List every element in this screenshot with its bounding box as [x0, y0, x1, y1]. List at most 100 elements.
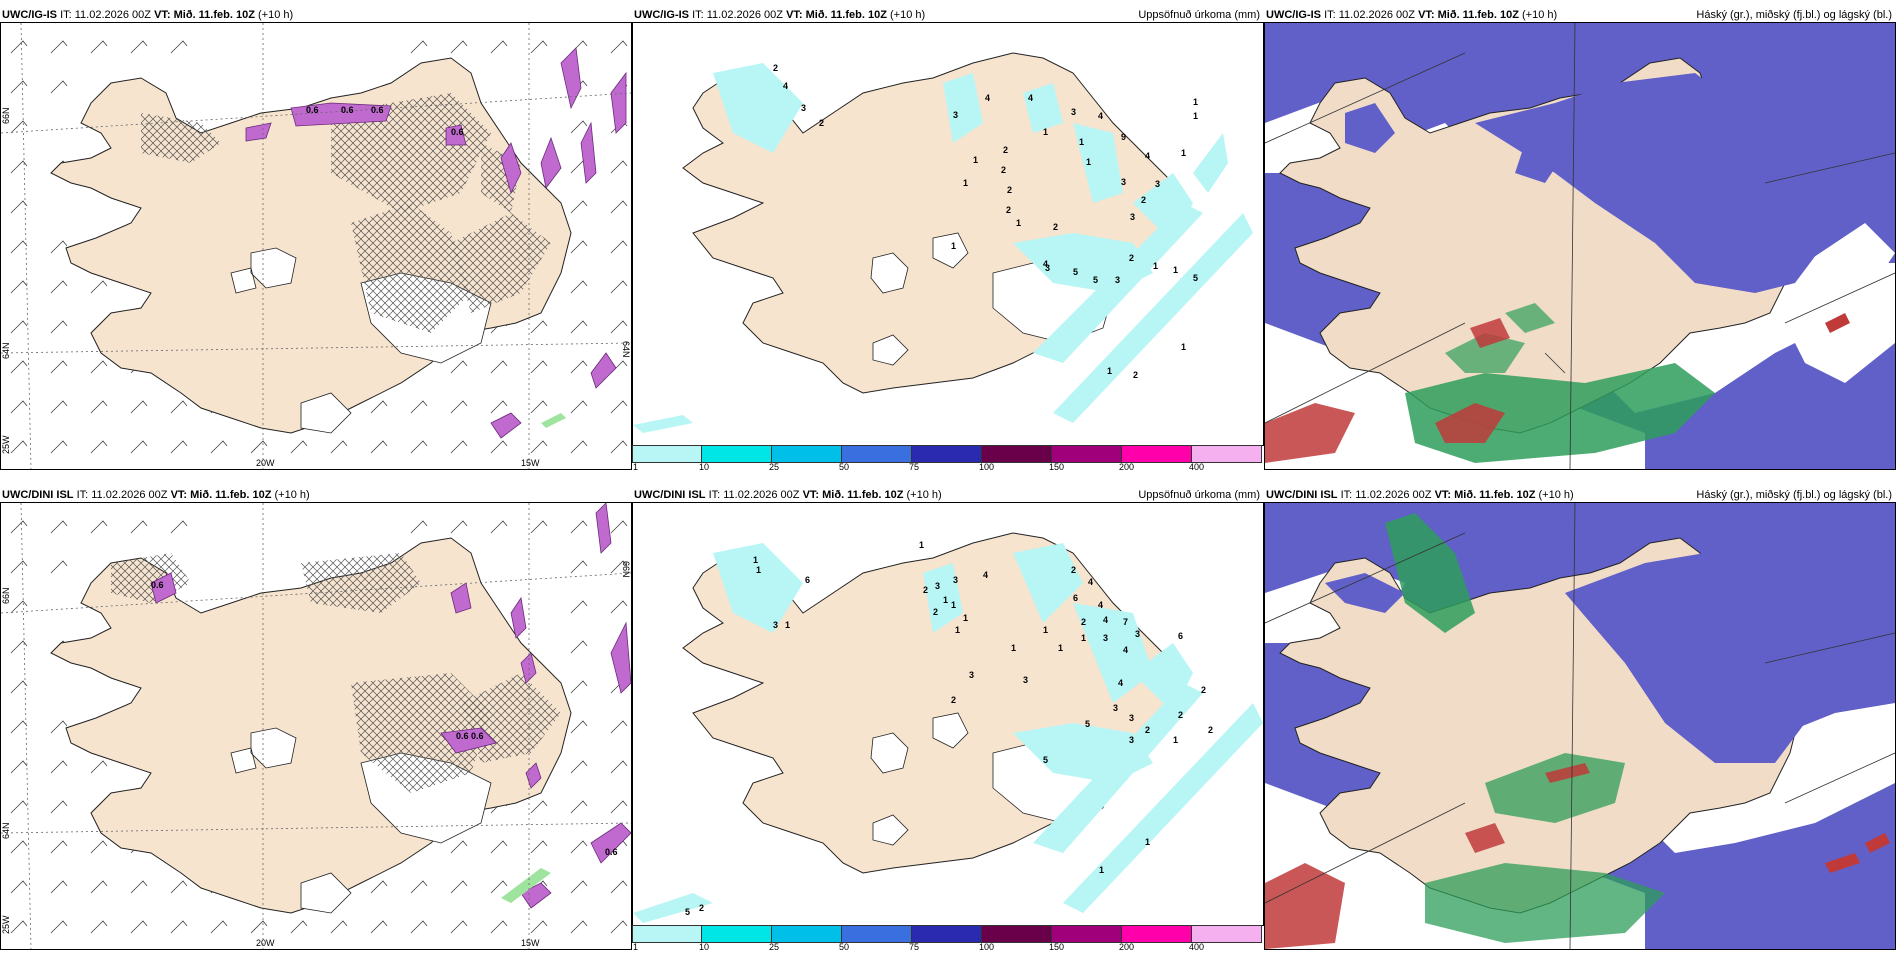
precip-map: 2 4 3 2 3 4 4 3 1 4 9 1 4 1 1 1 2 2 2 1 [632, 22, 1264, 446]
panel-header: UWC/DINI ISL IT: 11.02.2026 00Z VT: Mið.… [634, 489, 942, 501]
svg-text:4: 4 [1098, 600, 1103, 610]
svg-text:3: 3 [1135, 629, 1140, 639]
svg-text:3: 3 [953, 575, 958, 585]
lat-label: 25W [1, 915, 11, 934]
cloud-map [1264, 502, 1896, 950]
contour-label: 0.6 [151, 580, 164, 590]
colorbar-label: 150 [1049, 942, 1065, 952]
colorbar-swatch [702, 445, 772, 463]
colorbar-label: 50 [839, 462, 850, 472]
cloud-title: Háský (gr.), miðský (fj.bl.) og lágský (… [1696, 489, 1892, 501]
svg-text:1: 1 [1193, 97, 1198, 107]
svg-text:1: 1 [1086, 157, 1091, 167]
svg-text:3: 3 [1045, 263, 1050, 273]
colorbar-label: 400 [1189, 942, 1205, 952]
svg-text:1: 1 [973, 155, 978, 165]
panel-precip-bottom: UWC/DINI ISL IT: 11.02.2026 00Z VT: Mið.… [632, 488, 1264, 958]
panel-header: UWC/IG-IS IT: 11.02.2026 00Z VT: Mið. 11… [634, 9, 926, 21]
svg-text:2: 2 [1081, 617, 1086, 627]
svg-text:3: 3 [1113, 703, 1118, 713]
svg-text:1: 1 [943, 595, 948, 605]
lat-label: 66N [1, 587, 11, 604]
colorbar-swatch [772, 445, 842, 463]
panel-cloud-top: UWC/IG-IS IT: 11.02.2026 00Z VT: Mið. 11… [1264, 8, 1896, 478]
panel-precip-top: UWC/IG-IS IT: 11.02.2026 00Z VT: Mið. 11… [632, 8, 1264, 478]
svg-text:5: 5 [1085, 719, 1090, 729]
colorbar-swatch [632, 925, 702, 943]
svg-text:1: 1 [919, 540, 924, 550]
colorbar-label: 25 [769, 462, 780, 472]
svg-text:2: 2 [1001, 165, 1006, 175]
contour-label: 0.6 [605, 847, 618, 857]
colorbar-swatch [1122, 445, 1192, 463]
wind-map: 20W 15W 66N 64N 25W 64N 0.6 0.6 0.6 0.6 [0, 22, 632, 470]
colorbar-swatch [982, 445, 1052, 463]
panel-wind-top: UWC/IG-IS IT: 11.02.2026 00Z VT: Mið. 11… [0, 8, 632, 478]
colorbar-swatch [1192, 925, 1262, 943]
svg-text:1: 1 [955, 625, 960, 635]
svg-text:3: 3 [953, 110, 958, 120]
colorbar-label: 100 [979, 942, 995, 952]
colorbar-swatch [702, 925, 772, 943]
svg-text:1: 1 [1193, 111, 1198, 121]
svg-text:5: 5 [1043, 755, 1048, 765]
lat-label: 66N [621, 561, 631, 578]
svg-text:3: 3 [1071, 107, 1076, 117]
svg-text:2: 2 [699, 903, 704, 913]
svg-text:3: 3 [1130, 212, 1135, 222]
svg-text:1: 1 [1081, 633, 1086, 643]
svg-text:5: 5 [1193, 273, 1198, 283]
svg-text:5: 5 [1073, 267, 1078, 277]
svg-text:2: 2 [951, 695, 956, 705]
svg-text:4: 4 [783, 81, 788, 91]
svg-text:1: 1 [1181, 148, 1186, 158]
precip-title: Uppsöfnuð úrkoma (mm) [1138, 489, 1260, 501]
colorbar-swatch [632, 445, 702, 463]
colorbar-label: 10 [699, 942, 710, 952]
svg-text:2: 2 [1007, 185, 1012, 195]
svg-text:1: 1 [1058, 643, 1063, 653]
cloud-mid-low [1265, 513, 1890, 949]
svg-text:1: 1 [1043, 127, 1048, 137]
cloud-mid-low [1265, 303, 1850, 463]
svg-text:2: 2 [1129, 253, 1134, 263]
svg-text:2: 2 [1133, 370, 1138, 380]
svg-text:1: 1 [1181, 342, 1186, 352]
colorbar-label: 25 [769, 942, 780, 952]
svg-text:2: 2 [1006, 205, 1011, 215]
svg-text:4: 4 [983, 570, 988, 580]
svg-text:3: 3 [1103, 633, 1108, 643]
svg-text:1: 1 [1107, 366, 1112, 376]
cloud-title: Háský (gr.), miðský (fj.bl.) og lágský (… [1696, 9, 1892, 21]
contour-label: 0.6 [456, 731, 469, 741]
svg-text:3: 3 [1129, 735, 1134, 745]
contour-label: 0.6 [341, 105, 354, 115]
svg-text:3: 3 [969, 670, 974, 680]
svg-text:3: 3 [1023, 675, 1028, 685]
colorbar-label: 10 [699, 462, 710, 472]
svg-text:2: 2 [1003, 145, 1008, 155]
colorbar-swatch [772, 925, 842, 943]
panel-header: UWC/IG-IS IT: 11.02.2026 00Z VT: Mið. 11… [2, 9, 294, 21]
lon-label: 20W [256, 458, 275, 468]
panel-cloud-bottom: UWC/DINI ISL IT: 11.02.2026 00Z VT: Mið.… [1264, 488, 1896, 958]
svg-text:1: 1 [1173, 265, 1178, 275]
svg-text:1: 1 [1173, 735, 1178, 745]
lon-label: 15W [521, 458, 540, 468]
lat-label: 64N [1, 822, 11, 839]
svg-text:4: 4 [1028, 93, 1033, 103]
svg-text:2: 2 [1201, 685, 1206, 695]
colorbar-label: 1 [633, 942, 639, 952]
svg-text:1: 1 [753, 555, 758, 565]
colorbar-label: 150 [1049, 462, 1065, 472]
svg-text:2: 2 [1178, 710, 1183, 720]
lat-label: 64N [621, 341, 631, 358]
svg-text:4: 4 [1103, 615, 1108, 625]
svg-text:3: 3 [801, 103, 806, 113]
svg-text:2: 2 [773, 63, 778, 73]
colorbar: 1 10 25 50 75 100 150 200 400 [632, 445, 1264, 472]
svg-text:2: 2 [1141, 195, 1146, 205]
svg-text:1: 1 [1153, 261, 1158, 271]
colorbar-swatch [842, 925, 912, 943]
svg-text:3: 3 [1155, 179, 1160, 189]
